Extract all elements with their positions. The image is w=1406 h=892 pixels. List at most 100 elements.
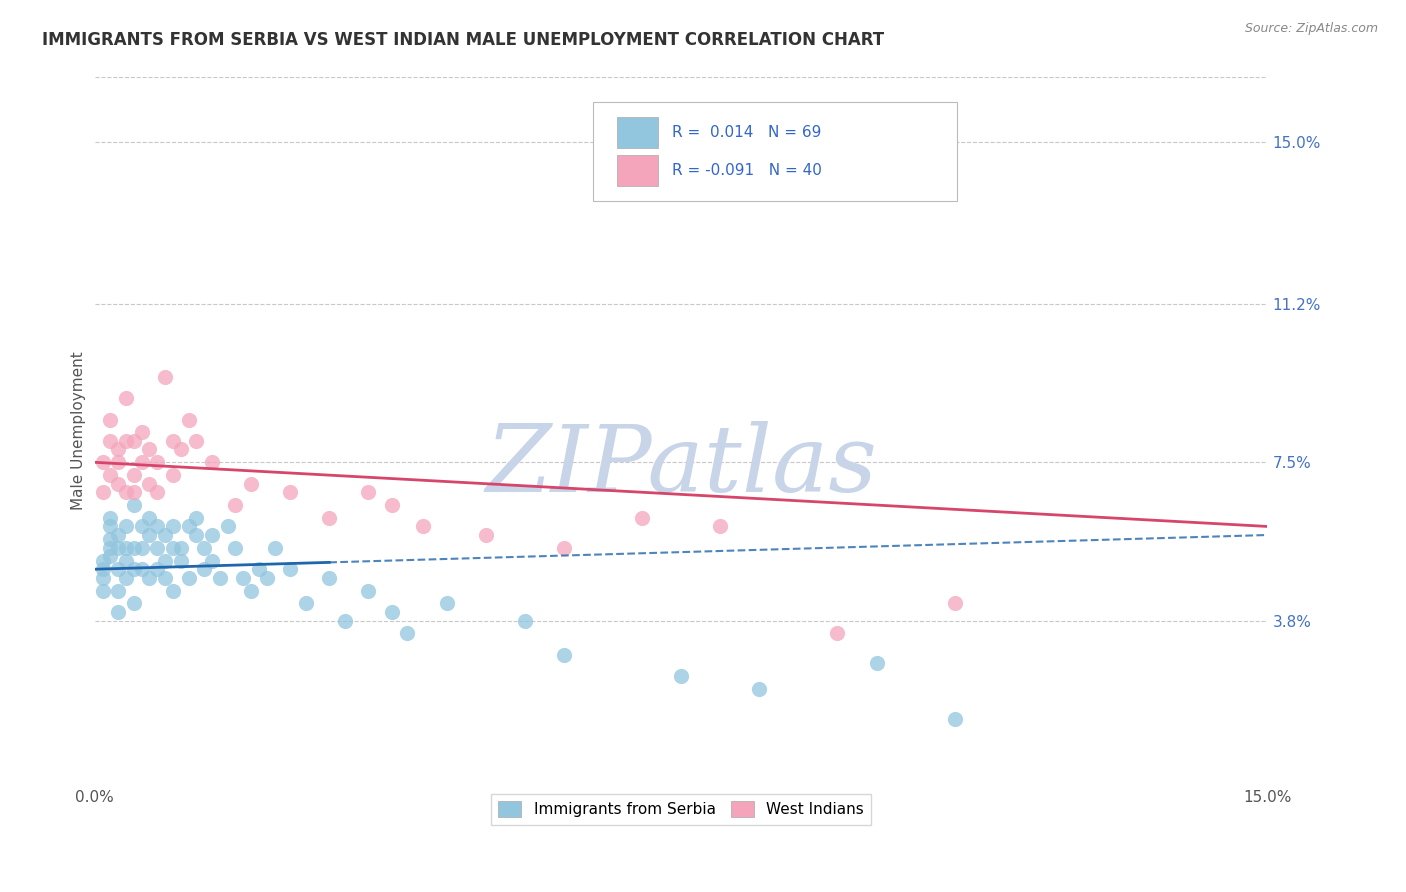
Point	[263, 541, 285, 555]
Point	[827, 626, 849, 640]
Point	[247, 562, 270, 576]
FancyBboxPatch shape	[617, 117, 658, 148]
Point	[357, 583, 380, 598]
Point	[177, 571, 200, 585]
Point	[131, 425, 153, 440]
Point	[115, 554, 138, 568]
Point	[107, 541, 129, 555]
Point	[138, 511, 160, 525]
Point	[107, 583, 129, 598]
Point	[474, 528, 496, 542]
Point	[98, 541, 121, 555]
Point	[131, 455, 153, 469]
Text: IMMIGRANTS FROM SERBIA VS WEST INDIAN MALE UNEMPLOYMENT CORRELATION CHART: IMMIGRANTS FROM SERBIA VS WEST INDIAN MA…	[42, 31, 884, 49]
Point	[107, 476, 129, 491]
Point	[162, 468, 184, 483]
Text: Source: ZipAtlas.com: Source: ZipAtlas.com	[1244, 22, 1378, 36]
Point	[186, 528, 208, 542]
Legend: Immigrants from Serbia, West Indians: Immigrants from Serbia, West Indians	[491, 794, 872, 825]
Point	[162, 583, 184, 598]
Point	[217, 519, 239, 533]
Point	[91, 554, 114, 568]
Point	[153, 369, 176, 384]
Point	[91, 562, 114, 576]
Point	[513, 614, 536, 628]
Point	[115, 434, 138, 448]
FancyBboxPatch shape	[617, 154, 658, 186]
Point	[107, 528, 129, 542]
Point	[256, 571, 278, 585]
Point	[122, 498, 145, 512]
Point	[943, 712, 966, 726]
Point	[669, 669, 692, 683]
Point	[412, 519, 434, 533]
Point	[193, 541, 215, 555]
Point	[146, 541, 169, 555]
Point	[709, 519, 731, 533]
Point	[91, 571, 114, 585]
Point	[138, 571, 160, 585]
Point	[162, 434, 184, 448]
Point	[318, 571, 340, 585]
Point	[278, 562, 301, 576]
Point	[98, 519, 121, 533]
Point	[201, 554, 224, 568]
Point	[107, 562, 129, 576]
Point	[357, 485, 380, 500]
Point	[295, 596, 318, 610]
Point	[177, 519, 200, 533]
Point	[122, 434, 145, 448]
Point	[278, 485, 301, 500]
Point	[146, 562, 169, 576]
Point	[381, 498, 404, 512]
Point	[115, 541, 138, 555]
Point	[333, 614, 356, 628]
Point	[131, 519, 153, 533]
Point	[107, 455, 129, 469]
Point	[98, 468, 121, 483]
Point	[115, 391, 138, 405]
Point	[553, 541, 575, 555]
Point	[138, 442, 160, 457]
Point	[107, 442, 129, 457]
Point	[115, 485, 138, 500]
FancyBboxPatch shape	[593, 103, 956, 201]
Point	[208, 571, 231, 585]
Point	[91, 455, 114, 469]
Y-axis label: Male Unemployment: Male Unemployment	[72, 351, 86, 509]
Point	[943, 596, 966, 610]
Point	[146, 485, 169, 500]
Point	[91, 485, 114, 500]
Point	[98, 511, 121, 525]
Point	[153, 571, 176, 585]
Point	[122, 541, 145, 555]
Point	[122, 562, 145, 576]
Point	[131, 562, 153, 576]
Point	[201, 528, 224, 542]
Point	[553, 648, 575, 662]
Point	[91, 583, 114, 598]
Text: R =  0.014   N = 69: R = 0.014 N = 69	[672, 125, 821, 140]
Text: R = -0.091   N = 40: R = -0.091 N = 40	[672, 163, 821, 178]
Point	[232, 571, 254, 585]
Point	[381, 605, 404, 619]
Point	[122, 468, 145, 483]
Point	[146, 519, 169, 533]
Point	[177, 412, 200, 426]
Point	[240, 583, 263, 598]
Point	[146, 455, 169, 469]
Point	[396, 626, 419, 640]
Point	[224, 541, 246, 555]
Point	[436, 596, 458, 610]
Text: ZIPatlas: ZIPatlas	[485, 420, 877, 510]
Point	[115, 519, 138, 533]
Point	[122, 485, 145, 500]
Point	[170, 554, 193, 568]
Point	[170, 541, 193, 555]
Point	[186, 511, 208, 525]
Point	[131, 541, 153, 555]
Point	[153, 554, 176, 568]
Point	[138, 476, 160, 491]
Point	[153, 528, 176, 542]
Point	[98, 549, 121, 564]
